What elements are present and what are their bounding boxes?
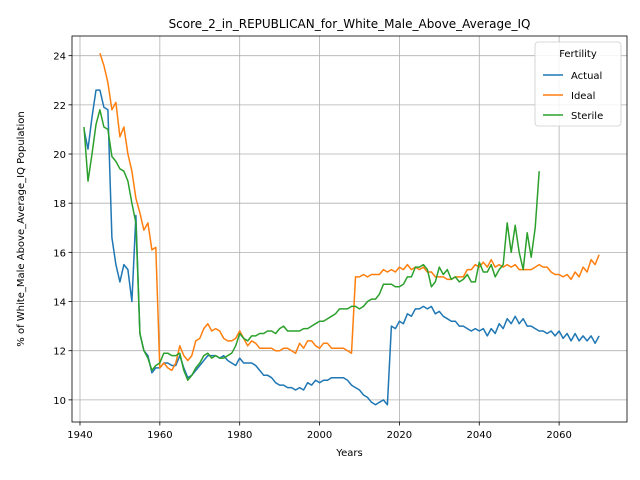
legend-label-sterile: Sterile [571, 111, 603, 122]
y-axis-label: % of White_Male Above_Average_IQ Populat… [16, 111, 27, 346]
chart-title: Score_2_in_REPUBLICAN_for_White_Male_Abo… [169, 17, 531, 31]
x-axis-label: Years [335, 448, 362, 459]
x-tick-label: 1960 [147, 430, 172, 441]
grid [72, 36, 627, 422]
series-line-ideal [99, 52, 600, 372]
x-tick-label: 2000 [307, 430, 332, 441]
series-line-actual [83, 89, 600, 406]
legend-label-ideal: Ideal [571, 91, 595, 102]
legend-label-actual: Actual [571, 71, 602, 82]
legend: Fertility Actual Ideal Sterile [534, 41, 622, 127]
axis-ticks: 1940 1960 1980 2000 2020 2040 2060 10 12 14 16 18 20… [53, 52, 572, 441]
y-tick-label: 14 [53, 298, 66, 309]
x-tick-label: 2040 [467, 430, 492, 441]
y-tick-label: 18 [53, 199, 66, 210]
y-tick-label: 16 [53, 248, 66, 259]
y-tick-label: 24 [53, 52, 66, 63]
y-tick-label: 22 [53, 101, 66, 112]
legend-title: Fertility [559, 49, 597, 60]
x-tick-label: 1980 [227, 430, 252, 441]
series-lines [83, 52, 600, 406]
x-tick-label: 2060 [546, 430, 571, 441]
y-tick-label: 20 [53, 150, 66, 161]
legend-box [534, 41, 622, 127]
y-tick-label: 12 [53, 347, 66, 358]
x-tick-label: 2020 [387, 430, 412, 441]
y-tick-label: 10 [53, 396, 66, 407]
x-tick-label: 1940 [67, 430, 92, 441]
series-line-sterile [83, 109, 540, 381]
plot-area-frame [71, 35, 628, 423]
